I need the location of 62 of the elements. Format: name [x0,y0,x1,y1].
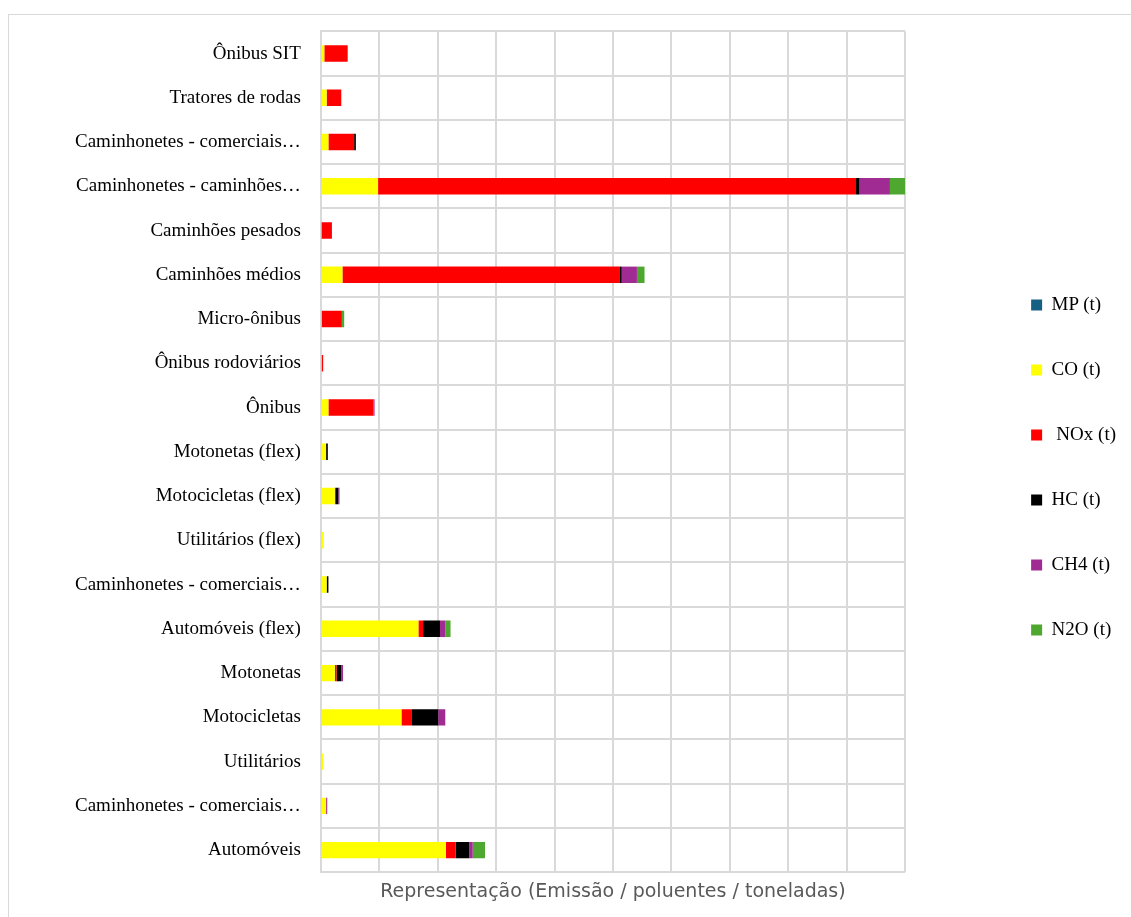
y-tick-label: Motocicletas (flex) [155,484,301,507]
bar [445,841,456,859]
bar [321,576,327,593]
bar [321,797,327,815]
bar [889,178,906,195]
y-tick-label: Caminhões pesados [150,218,301,240]
bar [321,222,332,239]
bar [440,620,446,637]
bar [378,178,857,195]
bar [856,178,860,195]
y-tick-label: Utilitários (flex) [176,528,301,551]
legend-label: NOx (t) [1051,422,1117,445]
y-tick-label: Utilitários [223,749,301,771]
bar [321,178,379,195]
y-tick-label: Ônibus rodoviários [154,351,301,373]
y-tick-label: Caminhões médios [155,262,301,284]
y-tick-label: Caminhonetes - comerciais… [74,130,301,152]
y-tick-label: Automóveis (flex) [160,616,301,639]
y-tick-label: Tratores de rodas [169,85,301,107]
bar [472,841,486,859]
bar [321,620,419,637]
bar [321,89,327,106]
bar [321,310,342,328]
y-tick-label: Ônibus SIT [212,41,302,63]
bar [438,709,446,726]
y-tick-label: Motonetas (flex) [173,439,301,462]
bar [321,664,335,682]
bar [324,45,348,62]
legend-label: MP (t) [1051,292,1102,315]
bar [321,266,343,283]
bar [326,89,342,106]
y-tick-label: Motocicletas [202,705,301,727]
bar [328,133,355,151]
bar [455,841,470,859]
bar [328,399,374,416]
y-tick-label: Automóveis [207,838,301,860]
bar [423,620,441,637]
bar [342,266,620,283]
bar [418,620,424,637]
legend-label: CO (t) [1051,357,1101,380]
bar [401,709,412,726]
y-tick-label: Caminhonetes - comerciais… [74,793,301,815]
y-tick-label: Caminhonetes - comerciais… [74,572,301,594]
bar [321,709,402,726]
x-axis-title: Representação (Emissão / poluentes / toneladas) [380,878,846,901]
y-tick-label: Caminhonetes - caminhões… [76,174,301,196]
y-tick-label: Motonetas [220,661,301,683]
bar [469,841,473,859]
bar [636,266,645,283]
legend-label: N2O (t) [1051,617,1112,640]
bar [621,266,637,283]
bar [321,399,329,416]
bar [321,487,335,505]
bar [321,841,446,859]
legend-label: HC (t) [1051,487,1101,510]
bar [445,620,451,637]
y-tick-label: Micro-ônibus [197,307,301,329]
legend-label: CH4 (t) [1051,552,1111,575]
y-tick-label: Ônibus [245,395,301,417]
bar [859,178,890,195]
bar [321,443,327,460]
bar [411,709,439,726]
